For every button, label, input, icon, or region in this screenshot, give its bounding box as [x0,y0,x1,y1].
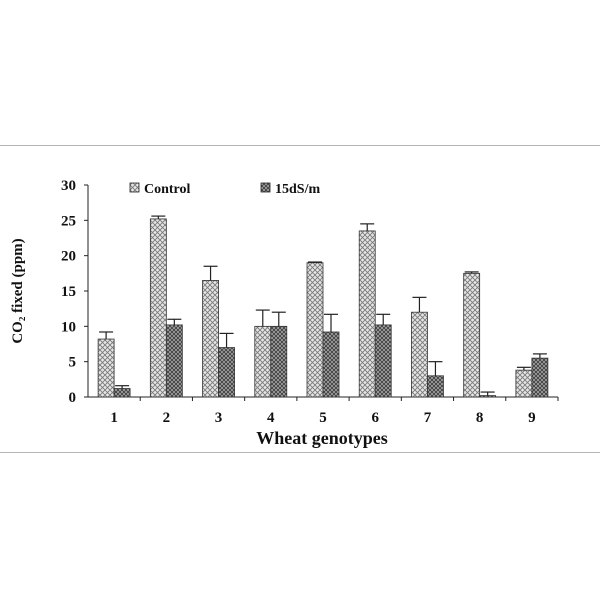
x-tick-label: 7 [424,410,432,426]
legend: Control 15dS/m [129,182,320,197]
bar [270,325,288,398]
bar [322,331,340,398]
y-tick-label: 15 [61,284,76,300]
x-tick-label: 3 [215,410,223,426]
bar [531,357,549,398]
legend-swatch-15dsm [260,182,271,193]
bars [97,218,549,398]
bar [427,375,444,398]
y-tick-label: 5 [69,355,77,371]
bottom-frame-line [0,452,600,453]
y-tick-label: 10 [61,319,76,335]
x-tick-label: 4 [267,410,275,426]
error-bars [99,215,547,396]
bar [97,338,115,398]
x-tick-label: 2 [163,410,171,426]
x-tick-labels: 1 2 3 4 5 6 7 8 9 [110,397,559,426]
legend-label-15dsm: 15dS/m [275,182,320,197]
bar [358,230,376,398]
x-tick-label: 8 [476,410,484,426]
bar [463,272,481,398]
y-tick-labels: 0 5 10 15 20 25 30 [61,178,88,406]
bar [165,324,183,398]
top-frame-line [0,145,600,146]
bar [149,218,167,398]
bar [411,311,428,398]
legend-swatch-control [129,182,140,193]
bar [374,324,392,398]
y-tick-label: 25 [61,213,76,229]
y-tick-label: 30 [61,178,76,194]
bar [218,347,235,398]
bar [479,395,497,398]
bar [254,325,272,398]
y-tick-label: 0 [69,390,77,406]
x-tick-label: 5 [319,410,327,426]
x-tick-label: 6 [371,410,379,426]
bar [113,388,131,398]
legend-label-control: Control [144,182,191,197]
x-tick-label: 9 [528,410,536,426]
x-tick-label: 1 [110,410,118,426]
y-axis-title: CO₂ fixed (ppm) [10,238,26,343]
y-tick-label: 20 [61,249,76,265]
bar [202,279,219,398]
bar [515,369,533,398]
bar [306,262,324,398]
x-axis-title: Wheat genotypes [256,428,388,448]
